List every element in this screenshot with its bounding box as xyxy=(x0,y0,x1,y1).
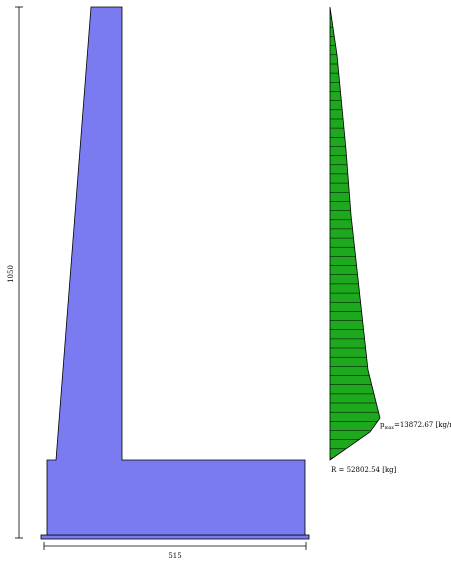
max-pressure-label: pmax=13872.67 [kg/mq] xyxy=(380,421,451,431)
retaining-wall xyxy=(40,6,310,540)
resultant-label: R = 52802.54 [kg] xyxy=(331,466,397,474)
wall-section xyxy=(46,6,306,536)
max-pressure-value: =13872.67 [kg/mq] xyxy=(394,421,451,429)
pressure-distribution xyxy=(329,6,381,461)
wall-foundation xyxy=(40,534,310,540)
height-dimension-label: 1050 xyxy=(7,265,15,283)
max-pressure-prefix: p xyxy=(380,421,385,429)
max-pressure-subscript: max xyxy=(384,426,394,431)
base-dimension-label: 515 xyxy=(168,552,181,560)
height-dimension: 1050 xyxy=(7,6,23,539)
pressure-diagram: pmax=13872.67 [kg/mq] R = 52802.54 [kg] xyxy=(329,6,451,474)
pressure-hatch xyxy=(330,17,379,459)
base-dimension: 515 xyxy=(43,542,307,560)
